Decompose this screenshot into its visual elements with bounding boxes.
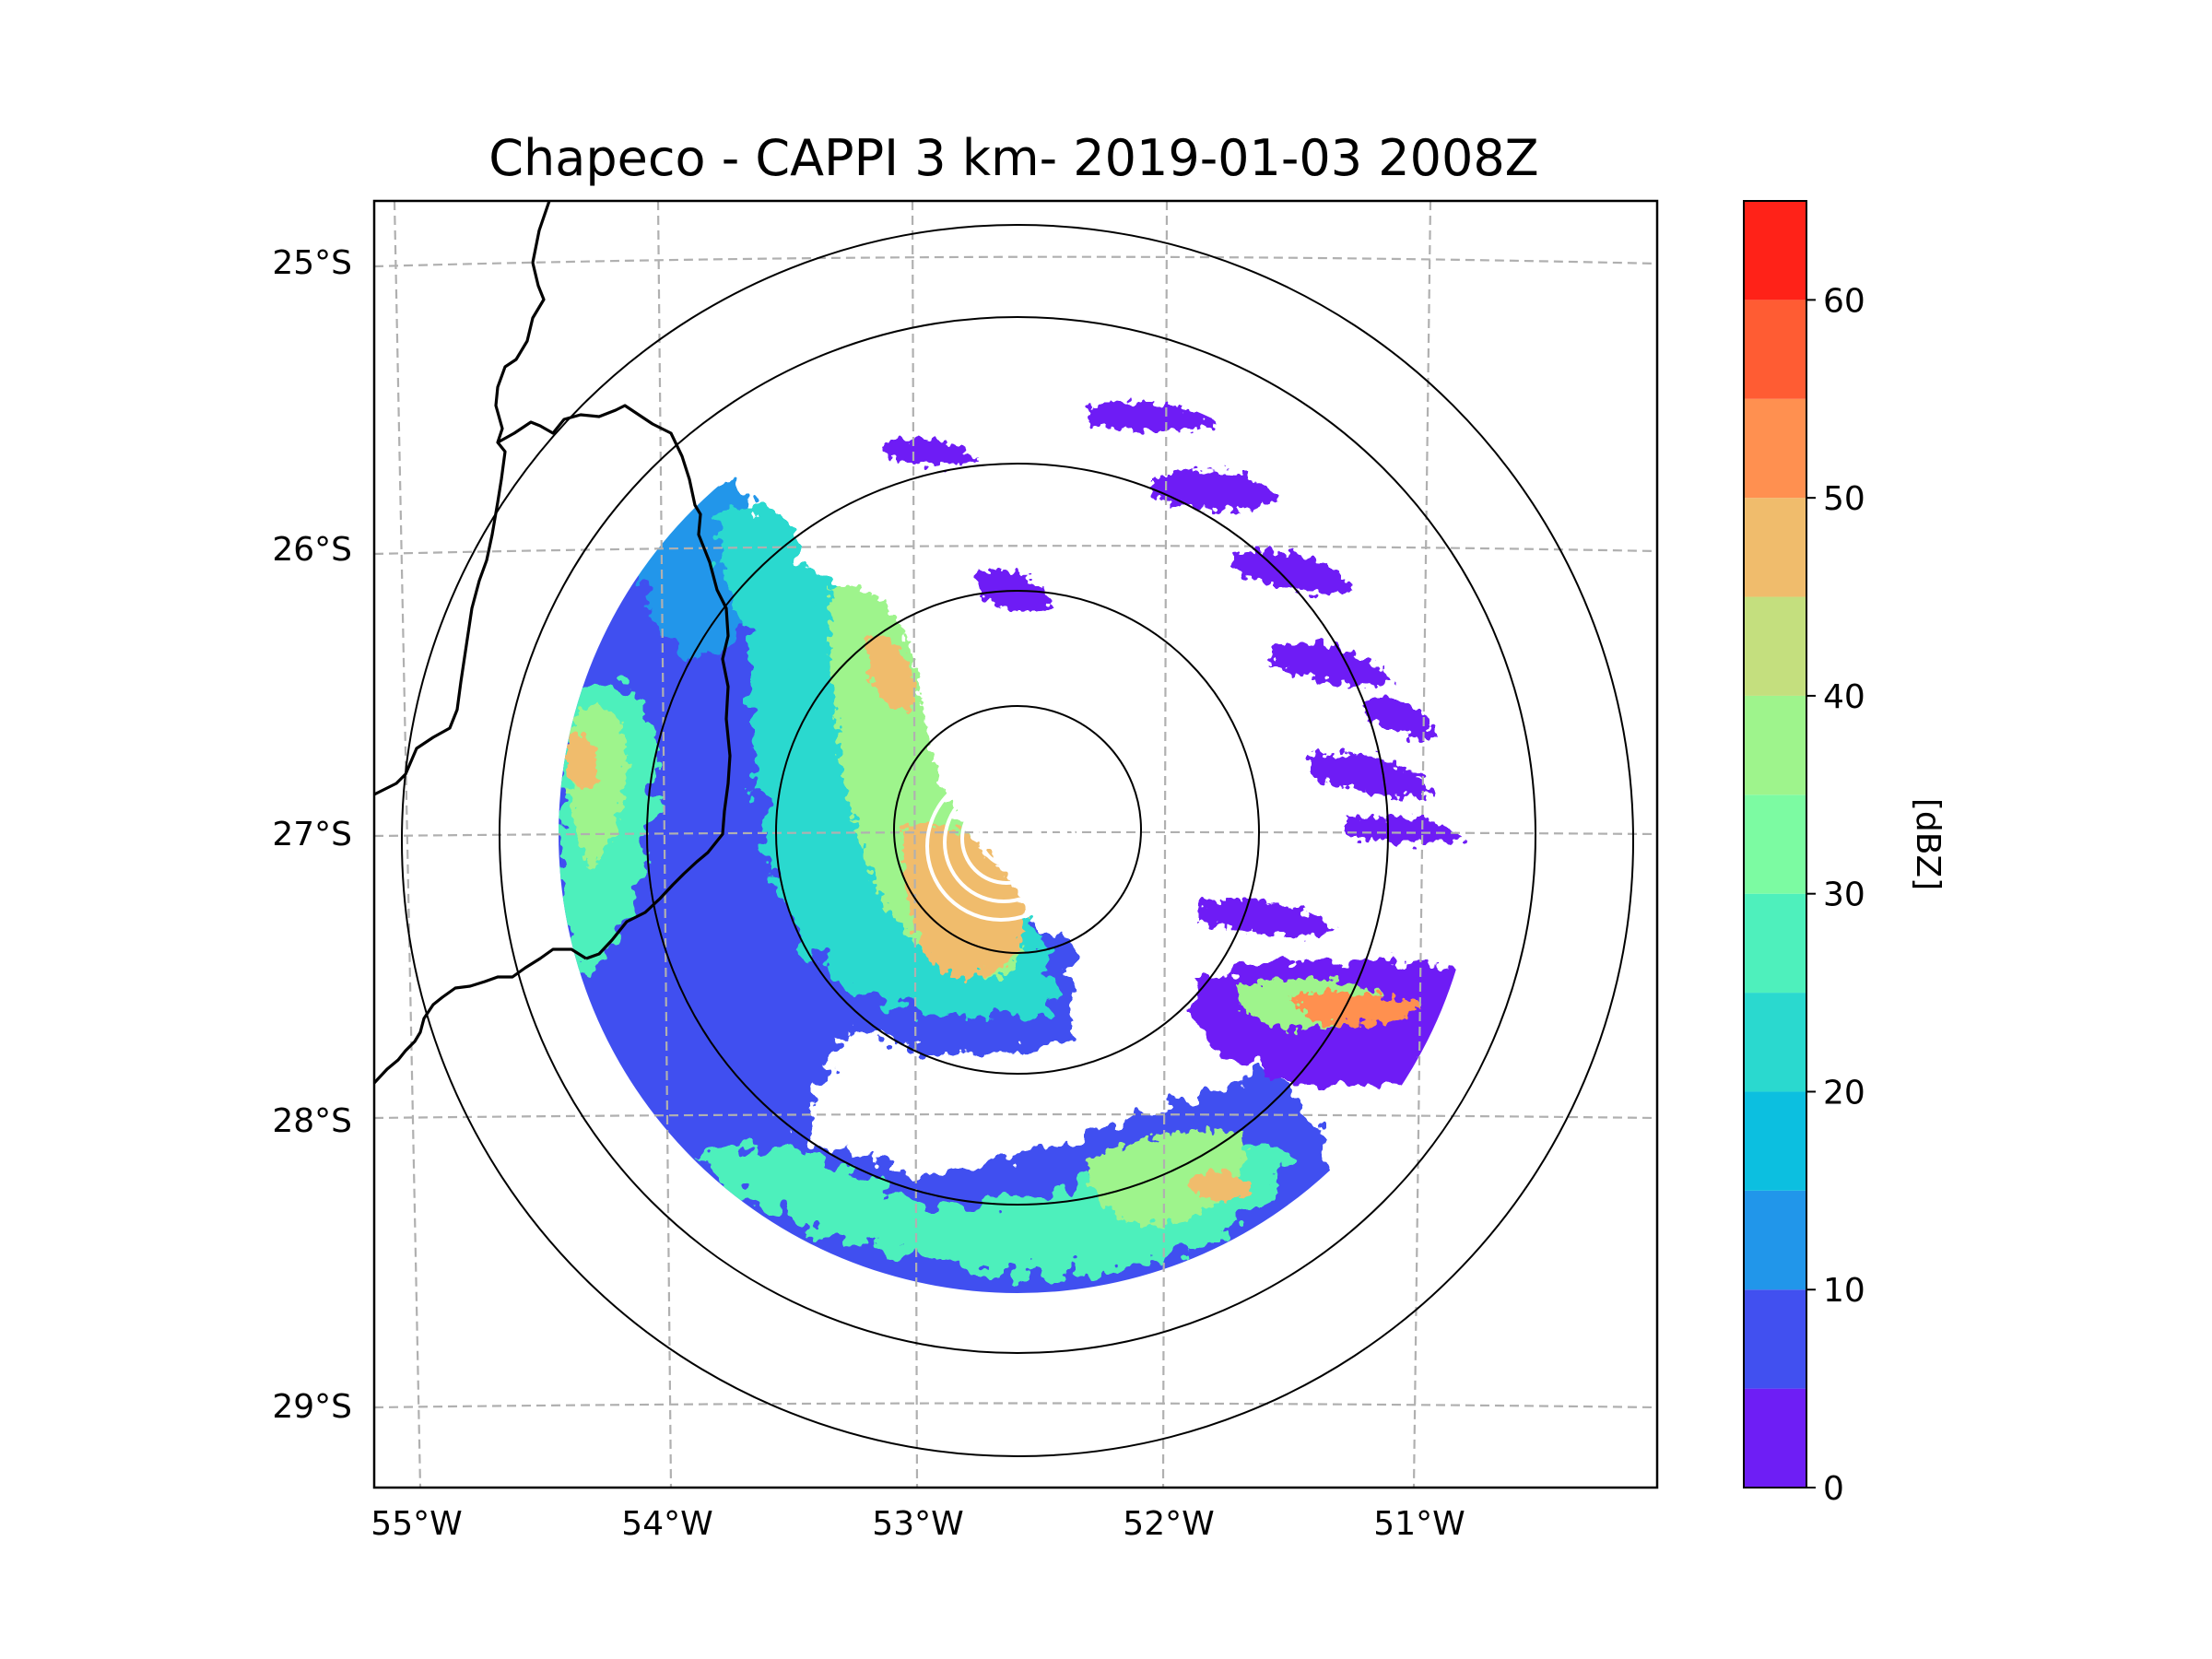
colorbar-segment (1744, 794, 1806, 894)
gridline-lon-51 (1412, 201, 1432, 1488)
range-ring-250km (401, 224, 1634, 1457)
colorbar-label: [dBZ] (1909, 798, 1947, 890)
gridline-lat-28 (374, 1112, 1657, 1120)
echo-scattered-northeast (885, 402, 1465, 936)
range-ring-inner-2 (960, 793, 1053, 885)
lat-tick-label: 28°S (272, 1102, 352, 1140)
lat-tick-label: 26°S (272, 531, 352, 569)
colorbar-tick-label: 50 (1823, 480, 1865, 518)
colorbar-frame (1743, 200, 1807, 1488)
colorbar-segment (1744, 1289, 1806, 1389)
colorbar-tick-label: 30 (1823, 877, 1865, 914)
gridline-lon-55 (393, 201, 422, 1488)
gridline-lat-26 (374, 545, 1657, 556)
lon-tick-label: 52°W (1123, 1505, 1214, 1543)
lon-tick-labels: 55°W 54°W 53°W 52°W 51°W (371, 1505, 1465, 1543)
range-rings (401, 224, 1634, 1457)
lon-tick-label: 53°W (872, 1505, 963, 1543)
range-ring-50km (893, 705, 1142, 954)
gridline-lon-52 (1161, 201, 1169, 1488)
colorbar-ticks: 0 10 20 30 40 50 60 (1806, 282, 1865, 1508)
colorbar-tick-label: 20 (1823, 1074, 1865, 1112)
range-ring-inner-3 (943, 782, 1065, 903)
lon-tick-label: 51°W (1373, 1505, 1465, 1543)
lat-tick-label: 27°S (272, 816, 352, 853)
gridline-lon-53 (911, 201, 919, 1488)
colorbar: 0 10 20 30 40 50 60 [dBZ] (1743, 200, 1947, 1508)
colorbar-segment (1744, 596, 1806, 696)
gridline-lon-54 (656, 201, 673, 1488)
border-paraguay-argentina (374, 201, 551, 796)
colorbar-segment (1744, 1190, 1806, 1290)
country-borders (374, 201, 732, 1085)
lon-tick-label: 54°W (621, 1505, 712, 1543)
gridline-lat-29 (374, 1402, 1657, 1409)
colorbar-segment (1744, 201, 1806, 300)
colorbar-tick-label: 40 (1823, 678, 1865, 716)
range-ring-200km (499, 316, 1536, 1354)
gridline-lat-25 (374, 255, 1657, 268)
chart-title: Chapeco - CAPPI 3 km- 2019-01-03 2008Z (488, 129, 1538, 187)
colorbar-segment (1744, 1091, 1806, 1191)
map-axes-frame (372, 199, 1659, 1489)
echo-core-west (567, 735, 599, 788)
gridline-lat-27 (374, 830, 1657, 838)
colorbar-segment (1744, 893, 1806, 994)
lat-tick-label: 29°S (272, 1388, 352, 1426)
range-ring-inner-4 (925, 771, 1077, 922)
echo-north-moderate (719, 505, 819, 664)
map-gridlines (374, 201, 1657, 1488)
colorbar-tick-label: 10 (1823, 1272, 1865, 1310)
echo-core-north (866, 634, 917, 711)
lat-tick-labels: 25°S 26°S 27°S 28°S 29°S (272, 244, 352, 1426)
range-ring-150km (646, 463, 1389, 1206)
colorbar-segment (1744, 300, 1806, 399)
colorbar-segment (1744, 498, 1806, 597)
colorbar-tick-label: 60 (1823, 282, 1865, 320)
colorbar-segments (1744, 201, 1806, 1488)
colorbar-segment (1744, 1388, 1806, 1488)
colorbar-segment (1744, 993, 1806, 1092)
border-argentina-brazil-south (374, 947, 587, 1085)
lat-tick-label: 25°S (272, 244, 352, 282)
range-ring-inner-1 (979, 805, 1041, 867)
echo-core-east (1290, 991, 1419, 1025)
colorbar-tick-label: 0 (1823, 1470, 1844, 1508)
border-argentina-brazil-north (497, 404, 732, 960)
echo-south-strong (1088, 1130, 1246, 1226)
echo-core-southeast (1189, 1171, 1253, 1202)
colorbar-segment (1744, 695, 1806, 795)
colorbar-segment (1744, 398, 1806, 499)
range-ring-100km (775, 590, 1260, 1075)
lon-tick-label: 55°W (371, 1505, 462, 1543)
